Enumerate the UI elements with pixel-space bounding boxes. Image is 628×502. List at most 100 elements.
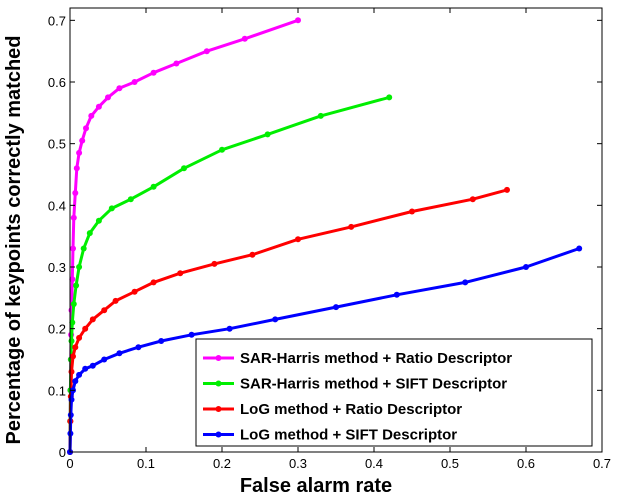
data-point (241, 35, 248, 42)
data-point (89, 362, 96, 369)
data-point (89, 316, 96, 323)
plot-frame (69, 7, 603, 453)
data-point (523, 264, 529, 270)
data-point (150, 279, 157, 286)
data-point (72, 378, 79, 385)
data-point (95, 103, 102, 110)
data-point (101, 356, 108, 363)
data-point (73, 282, 80, 289)
data-point (264, 131, 271, 138)
data-point (83, 125, 89, 132)
data-point (333, 304, 339, 311)
legend-marker (215, 355, 222, 361)
legend-label: SAR-Harris method + SIFT Descriptor (240, 376, 507, 393)
data-point (462, 279, 469, 286)
data-point (105, 94, 111, 101)
data-point (70, 353, 76, 360)
data-point (116, 350, 123, 357)
data-point (576, 245, 583, 252)
data-point (82, 325, 89, 332)
y-axis-label: Percentage of keypoints correctly matche… (3, 35, 25, 444)
data-point (73, 165, 80, 172)
data-point (76, 334, 83, 341)
data-point (70, 245, 76, 252)
data-point (76, 264, 83, 270)
data-point (112, 297, 119, 304)
data-point (348, 223, 355, 230)
data-point (69, 276, 76, 283)
data-point (86, 230, 93, 237)
x-tick-label: 0.4 (365, 456, 383, 471)
data-point (295, 17, 301, 24)
data-point (219, 146, 225, 153)
data-point (211, 260, 218, 267)
data-point (131, 288, 138, 295)
data-point (150, 183, 157, 190)
data-point (135, 344, 142, 351)
data-point (76, 371, 83, 378)
y-tick-label: 0.7 (48, 13, 66, 28)
data-point (203, 48, 210, 55)
data-point (116, 85, 123, 92)
data-point (68, 368, 75, 375)
legend-item: SAR-Harris method + Ratio Descriptor (203, 350, 512, 367)
x-tick-label: 0.3 (289, 456, 307, 471)
x-axis-label: False alarm rate (240, 475, 392, 497)
data-point (177, 270, 184, 277)
y-tick-label: 0.3 (48, 260, 66, 275)
legend-item: LoG method + SIFT Descriptor (203, 427, 457, 444)
data-point (181, 165, 187, 172)
x-tick-label: 0.1 (137, 456, 155, 471)
data-point (127, 196, 134, 203)
data-point (68, 396, 75, 403)
data-point (272, 316, 279, 323)
data-point (88, 112, 95, 119)
data-point (504, 186, 510, 193)
legend-item: LoG method + Ratio Descriptor (203, 401, 462, 418)
data-point (82, 365, 89, 372)
y-tick-label: 0.6 (48, 75, 66, 90)
data-point (317, 112, 324, 119)
legend-label: SAR-Harris method + Ratio Descriptor (240, 350, 512, 367)
y-tick-label: 0 (59, 445, 66, 460)
data-point (76, 149, 83, 156)
data-point (108, 205, 115, 212)
data-point (386, 94, 393, 101)
y-tick-label: 0.2 (48, 322, 66, 337)
data-point (295, 236, 301, 243)
data-point (67, 412, 74, 418)
legend-label: LoG method + SIFT Descriptor (240, 427, 457, 444)
data-point (72, 190, 79, 196)
data-point (188, 331, 195, 338)
data-point (72, 344, 79, 351)
data-point (70, 301, 77, 307)
data-point (80, 245, 87, 252)
legend-marker (215, 406, 222, 412)
data-point (226, 325, 233, 332)
data-point (70, 214, 77, 221)
x-tick-label: 0 (66, 456, 73, 471)
legend-marker (215, 431, 222, 438)
x-tick-label: 0.7 (593, 456, 611, 471)
x-tick-label: 0.6 (517, 456, 535, 471)
data-point (68, 338, 75, 344)
data-point (469, 196, 476, 203)
data-point (393, 291, 400, 298)
legend-item: SAR-Harris method + SIFT Descriptor (203, 376, 507, 393)
legend-label: LoG method + Ratio Descriptor (240, 401, 462, 418)
data-point (95, 217, 102, 224)
x-tick-label: 0.2 (213, 456, 231, 471)
x-tick-label: 0.5 (441, 456, 459, 471)
data-point (409, 208, 415, 215)
data-point (158, 338, 165, 344)
y-tick-label: 0.5 (48, 137, 66, 152)
data-point (150, 69, 157, 76)
data-point (79, 137, 86, 144)
data-point (101, 307, 108, 314)
legend: SAR-Harris method + Ratio Descriptor SAR-… (195, 338, 593, 447)
y-tick-label: 0.1 (48, 383, 66, 398)
data-point (249, 251, 256, 258)
data-point (69, 319, 76, 326)
data-point (173, 60, 180, 67)
